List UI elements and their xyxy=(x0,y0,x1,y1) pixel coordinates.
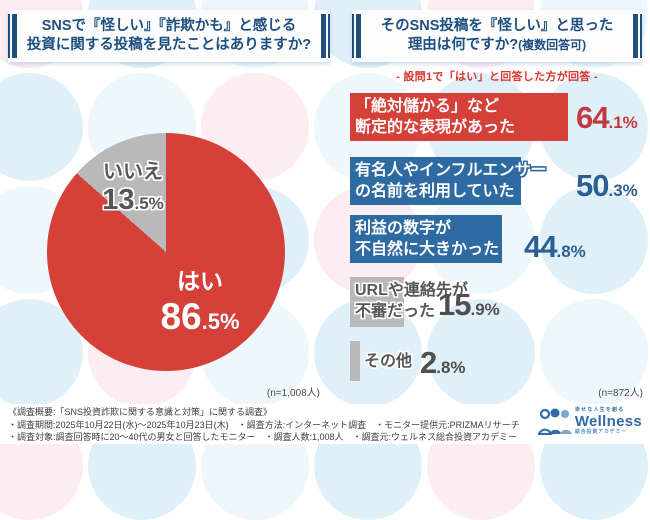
bar-label-line1: 「絶対儲かる」など xyxy=(355,98,500,115)
question1-title: SNSで『怪しい』『詐欺かも』と感じる 投資に関する投稿を見たことはありますか? xyxy=(17,17,321,55)
bar-label-line1: 有名人やインフルエンサー xyxy=(355,162,547,179)
bar-label-line2: 不審だった xyxy=(355,303,436,320)
logo-subtitle: 総合投資アカデミー xyxy=(574,429,628,435)
double-bar-right-icon xyxy=(633,14,642,58)
pie-label-yes-text: はい xyxy=(177,268,223,294)
question1-title-line2: 投資に関する投稿を見たことはありますか? xyxy=(26,37,312,53)
survey-footer: 《調査概要:「SNS投資詐欺に関する意識と対策」に関する調査》 ・調査期間:20… xyxy=(0,404,650,444)
question1-title-line1: SNSで『怪しい』『詐欺かも』と感じる xyxy=(41,17,297,34)
bar-value: 64.1% xyxy=(576,100,638,135)
pie-label-no-value: 13 xyxy=(102,184,135,216)
wellness-logo-text: 幸せな人生を創る Wellness 総合投資アカデミー xyxy=(575,408,642,435)
bar-segment xyxy=(350,341,360,381)
double-bar-left-icon xyxy=(8,14,17,58)
question2-filter-note: - 設問1で「はい」と回答した方が回答 - xyxy=(396,71,598,83)
bar-row: 「絶対儲かる」など 断定的な表現があった 64.1% xyxy=(350,93,645,141)
question2-title-line1: そのSNS投稿を『怪しい』と思った xyxy=(380,17,614,34)
bar-row: 利益の数字が 不自然に大きかった 44.8% xyxy=(350,215,645,263)
bar-value: 2.8% xyxy=(420,345,466,380)
double-bar-right-icon xyxy=(321,14,330,58)
bar-chart: 「絶対儲かる」など 断定的な表現があった 64.1% 有名人やインフルエンサー … xyxy=(350,93,645,388)
bar-label-line1: その他 xyxy=(364,353,413,370)
question2-header: そのSNS投稿を『怪しい』と思った 理由は何ですか?(複数回答可) xyxy=(352,10,642,62)
pie-label-yes: はい 86.5% xyxy=(140,262,260,338)
decorative-circle xyxy=(0,73,83,181)
bar-row: その他 2.8% xyxy=(350,341,645,381)
pie-sample-size: (n=1,008人) xyxy=(266,388,320,399)
survey-overview-title: 《調査概要:「SNS投資詐欺に関する意識と対策」に関する調査》 xyxy=(8,407,273,417)
bar-label-line2: の名前を利用していた xyxy=(355,183,515,200)
bar-value: 44.8% xyxy=(524,229,586,264)
pie-label-no: いいえ 13.5% xyxy=(78,155,188,217)
bar-label: 利益の数字が 不自然に大きかった xyxy=(355,218,499,260)
survey-overview-line2: ・調査対象:調査回答時に20〜40代の男女と回答したモニター ・調査人数:1,0… xyxy=(8,432,518,442)
bar-label-line2: 断定的な表現があった xyxy=(355,119,516,136)
survey-overview-line1: ・調査期間:2025年10月22日(水)〜2025年10月23日(木) ・調査方… xyxy=(8,419,520,430)
pie-label-yes-value: 86 xyxy=(160,296,202,337)
bar-value: 50.3% xyxy=(576,168,638,203)
question2-title: そのSNS投稿を『怪しい』と思った 理由は何ですか?(複数回答可) xyxy=(361,17,633,55)
bar-value: 15.9% xyxy=(438,287,500,322)
bar-label: 有名人やインフルエンサー の名前を利用していた xyxy=(355,160,547,202)
bar-label-line2: 不自然に大きかった xyxy=(355,241,500,258)
pie-label-no-text: いいえ xyxy=(103,161,163,183)
question1-header: SNSで『怪しい』『詐欺かも』と感じる 投資に関する投稿を見たことはありますか? xyxy=(8,10,330,62)
bar-row: 有名人やインフルエンサー の名前を利用していた 50.3% xyxy=(350,157,645,205)
pie-label-yes-decimal: .5% xyxy=(201,309,240,334)
logo-name: Wellness xyxy=(574,413,642,430)
question2-title-line2-small: (複数回答可) xyxy=(518,38,587,52)
wellness-logo: 幸せな人生を創る Wellness 総合投資アカデミー xyxy=(537,408,642,435)
wellness-logo-icon xyxy=(537,408,572,435)
bar-row: URLや連絡先が 不審だった 15.9% xyxy=(350,277,645,327)
bar-sample-size: (n=872人) xyxy=(598,388,643,399)
double-bar-left-icon xyxy=(352,14,361,58)
bar-label: その他 xyxy=(364,351,412,372)
logo-tagline: 幸せな人生を創る xyxy=(574,407,625,413)
pie-label-no-decimal: .5% xyxy=(134,194,164,213)
bar-label: 「絶対儲かる」など 断定的な表現があった xyxy=(355,96,515,138)
question2-title-line2: 理由は何ですか? xyxy=(407,37,519,53)
bar-label-line1: 利益の数字が xyxy=(355,220,452,237)
survey-overview: 《調査概要:「SNS投資詐欺に関する意識と対策」に関する調査》 ・調査期間:20… xyxy=(8,406,520,444)
